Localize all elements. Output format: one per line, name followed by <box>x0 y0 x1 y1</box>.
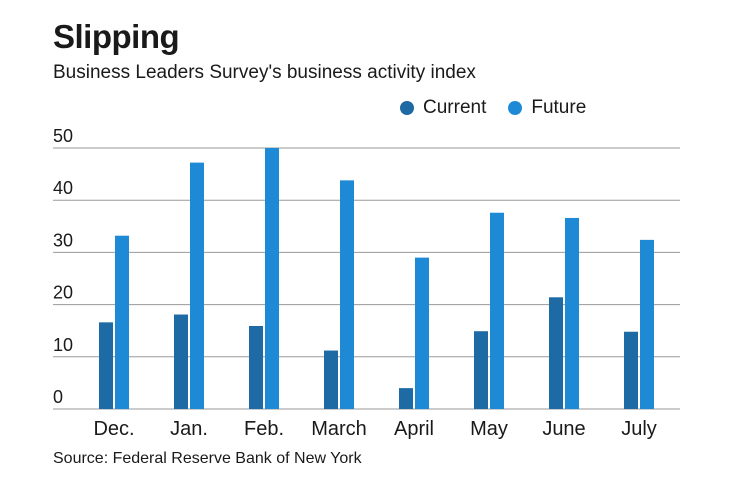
bar-future-3 <box>340 180 354 409</box>
bar-future-4 <box>415 257 429 409</box>
bar-future-7 <box>640 239 654 409</box>
bar-future-6 <box>565 217 579 409</box>
y-tick-label-20: 20 <box>53 283 73 303</box>
bar-future-2 <box>265 148 279 409</box>
bar-current-4 <box>399 388 413 409</box>
bar-current-7 <box>624 331 638 409</box>
y-tick-label-30: 30 <box>53 230 73 250</box>
bar-current-0 <box>99 322 113 409</box>
bar-future-1 <box>190 162 204 409</box>
source-note: Source: Federal Reserve Bank of New York <box>53 450 362 467</box>
y-tick-label-40: 40 <box>53 178 73 198</box>
bar-future-5 <box>490 212 504 409</box>
legend-item-future: Future <box>508 97 586 119</box>
x-tick-label-7: July <box>621 418 657 440</box>
y-tick-label-10: 10 <box>53 335 73 355</box>
chart-title: Slipping <box>53 18 180 55</box>
bar-current-2 <box>249 326 263 409</box>
bar-current-5 <box>474 331 488 409</box>
chart-subtitle: Business Leaders Survey's business activ… <box>53 62 476 83</box>
x-tick-label-3: March <box>311 418 367 440</box>
legend: Current Future <box>400 97 608 119</box>
bar-current-1 <box>174 314 188 409</box>
bar-current-3 <box>324 350 338 409</box>
legend-label-current: Current <box>423 97 487 118</box>
legend-swatch-current <box>400 101 414 115</box>
x-tick-label-5: May <box>470 418 508 440</box>
legend-swatch-future <box>508 101 523 115</box>
x-tick-label-1: Jan. <box>170 418 208 440</box>
legend-item-current: Current <box>400 97 486 119</box>
x-tick-label-2: Feb. <box>244 418 284 440</box>
y-tick-label-0: 0 <box>53 387 63 407</box>
legend-label-future: Future <box>531 97 587 118</box>
x-tick-label-0: Dec. <box>93 418 134 440</box>
x-tick-label-6: June <box>542 418 585 440</box>
y-tick-label-50: 50 <box>53 126 73 146</box>
bar-current-6 <box>549 297 563 409</box>
x-tick-label-4: April <box>394 418 434 440</box>
bar-future-0 <box>115 235 129 409</box>
